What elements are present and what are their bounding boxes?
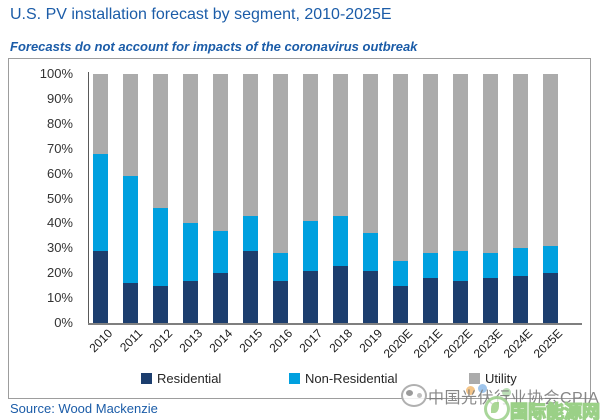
bar-2016	[273, 74, 288, 323]
legend-item-residential: Residential	[141, 371, 221, 386]
legend-item-non-residential: Non-Residential	[289, 371, 398, 386]
bar-2024E-utility	[513, 74, 528, 249]
bar-2019-utility	[363, 74, 378, 234]
y-tick-70: 70%	[46, 140, 73, 156]
bar-2014-utility	[213, 74, 228, 231]
bar-2017-residential	[303, 270, 318, 323]
y-axis-line	[88, 72, 89, 323]
bar-2013	[183, 74, 198, 323]
bar-2016-utility	[273, 74, 288, 254]
bar-2021E-residential	[423, 278, 438, 323]
y-tick-10: 10%	[46, 290, 73, 306]
bar-2023E-utility	[483, 74, 498, 254]
bar-2020E-non-residential	[393, 260, 408, 286]
legend-label-residential: Residential	[157, 371, 222, 386]
bar-2014	[213, 74, 228, 323]
bar-2011-utility	[123, 74, 138, 177]
bar-2018-residential	[333, 265, 348, 323]
watermark-energy-text: 国际能源网	[509, 401, 600, 420]
bar-2022E-non-residential	[453, 250, 468, 281]
bar-2019-residential	[363, 270, 378, 323]
y-tick-90: 90%	[46, 90, 73, 106]
y-tick-0: 0%	[54, 315, 73, 330]
bar-2025E-non-residential	[543, 245, 558, 274]
bar-2012-residential	[153, 285, 168, 323]
bar-2010-non-residential	[93, 153, 108, 251]
chart-title: U.S. PV installation forecast by segment…	[10, 6, 392, 23]
bar-2013-utility	[183, 74, 198, 224]
bar-2025E	[543, 74, 558, 323]
bar-2023E-non-residential	[483, 253, 498, 279]
legend-label-utility: Utility	[485, 371, 517, 386]
chart-subtitle: Forecasts do not account for impacts of …	[10, 39, 418, 54]
y-tick-50: 50%	[46, 190, 73, 206]
bar-2010-residential	[93, 250, 108, 323]
bar-2025E-residential	[543, 273, 558, 323]
y-tick-40: 40%	[46, 215, 73, 231]
bar-2022E-utility	[453, 74, 468, 251]
source-text: Source: Wood Mackenzie	[10, 401, 158, 416]
bar-2021E-utility	[423, 74, 438, 254]
y-tick-20: 20%	[46, 265, 73, 281]
y-tick-30: 30%	[46, 240, 73, 256]
bar-2017	[303, 74, 318, 323]
bar-2022E	[453, 74, 468, 323]
legend-item-utility: Utility	[469, 371, 517, 386]
bar-2018-utility	[333, 74, 348, 216]
bar-2016-residential	[273, 280, 288, 323]
legend-label-non-residential: Non-Residential	[305, 371, 398, 386]
bar-2018-non-residential	[333, 215, 348, 266]
x-axis-line	[88, 323, 582, 325]
bar-2017-non-residential	[303, 220, 318, 271]
bar-2024E	[513, 74, 528, 323]
bar-2012-utility	[153, 74, 168, 209]
bar-2020E-utility	[393, 74, 408, 261]
bar-2021E-non-residential	[423, 253, 438, 279]
bar-2020E	[393, 74, 408, 323]
bar-2015-non-residential	[243, 215, 258, 251]
bar-2014-residential	[213, 273, 228, 323]
bar-2023E-residential	[483, 278, 498, 323]
bar-2013-non-residential	[183, 223, 198, 281]
bar-2011-non-residential	[123, 176, 138, 284]
bar-2015-utility	[243, 74, 258, 216]
bar-2025E-utility	[543, 74, 558, 246]
bar-2011-residential	[123, 283, 138, 323]
bar-2014-non-residential	[213, 230, 228, 274]
bar-2017-utility	[303, 74, 318, 221]
legend-swatch-utility	[469, 373, 480, 384]
bar-2012	[153, 74, 168, 323]
y-tick-80: 80%	[46, 115, 73, 131]
bar-2016-non-residential	[273, 253, 288, 281]
legend-swatch-residential	[141, 373, 152, 384]
bar-2019-non-residential	[363, 233, 378, 271]
bar-2010-utility	[93, 74, 108, 154]
bar-2013-residential	[183, 280, 198, 323]
legend-swatch-non-residential	[289, 373, 300, 384]
chart-container: 100% 90% 80% 70% 60% 50% 40% 30% 20% 10% 0% 2010 20…	[8, 58, 591, 399]
bar-2015-residential	[243, 250, 258, 323]
bar-2020E-residential	[393, 285, 408, 323]
bar-2018	[333, 74, 348, 323]
bar-2021E	[423, 74, 438, 323]
y-tick-60: 60%	[46, 165, 73, 181]
bar-2023E	[483, 74, 498, 323]
bar-2019	[363, 74, 378, 323]
bar-2024E-non-residential	[513, 248, 528, 276]
bar-2024E-residential	[513, 275, 528, 323]
bar-2015	[243, 74, 258, 323]
y-tick-100: 100%	[39, 66, 73, 81]
bar-2012-non-residential	[153, 208, 168, 286]
bar-2011	[123, 74, 138, 323]
bar-2022E-residential	[453, 280, 468, 323]
bar-2010	[93, 74, 108, 323]
energy-site-logo-icon	[484, 396, 510, 420]
